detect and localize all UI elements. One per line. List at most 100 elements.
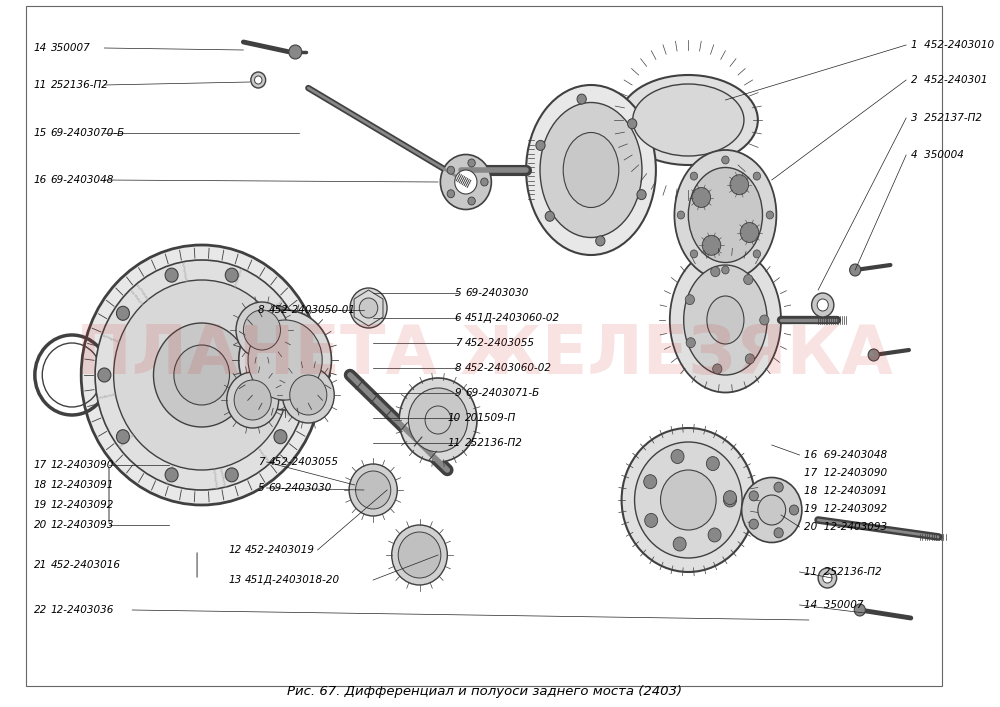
Text: 7: 7 (455, 338, 461, 348)
Circle shape (165, 468, 178, 482)
Circle shape (677, 211, 685, 219)
Circle shape (468, 159, 475, 167)
Circle shape (817, 299, 828, 311)
Circle shape (255, 76, 262, 84)
Circle shape (745, 354, 755, 364)
Circle shape (282, 367, 334, 423)
Circle shape (293, 368, 306, 382)
Ellipse shape (563, 132, 619, 207)
Circle shape (116, 430, 129, 444)
Circle shape (850, 264, 861, 276)
Text: 15: 15 (34, 128, 47, 138)
Circle shape (690, 250, 698, 258)
Ellipse shape (742, 477, 802, 542)
Circle shape (724, 493, 737, 507)
Circle shape (868, 349, 879, 361)
Text: 13: 13 (228, 575, 242, 585)
Circle shape (766, 211, 774, 219)
Circle shape (468, 197, 475, 205)
Circle shape (774, 528, 783, 538)
Circle shape (399, 378, 477, 462)
Circle shape (711, 267, 720, 276)
Text: 6: 6 (455, 313, 461, 323)
Circle shape (577, 94, 586, 104)
Circle shape (248, 320, 322, 400)
Text: 201509-П: 201509-П (465, 413, 516, 423)
Circle shape (356, 471, 391, 509)
Circle shape (98, 368, 111, 382)
Text: 11: 11 (448, 438, 461, 448)
Text: 5: 5 (455, 288, 461, 298)
Text: 14  350007: 14 350007 (804, 600, 864, 610)
Circle shape (706, 457, 719, 471)
Circle shape (349, 464, 397, 516)
Circle shape (722, 266, 729, 274)
Text: 69-2403071-Б: 69-2403071-Б (465, 388, 539, 398)
Circle shape (744, 274, 753, 284)
Circle shape (239, 310, 331, 410)
Text: 252136-П2: 252136-П2 (51, 80, 108, 90)
Text: 18: 18 (34, 480, 47, 490)
Circle shape (753, 172, 761, 180)
Text: 451Д-2403060-02: 451Д-2403060-02 (465, 313, 560, 323)
Text: 17  12-2403090: 17 12-2403090 (804, 468, 887, 478)
Circle shape (481, 178, 488, 186)
Circle shape (95, 260, 308, 490)
Ellipse shape (540, 103, 642, 238)
Circle shape (774, 482, 783, 492)
Circle shape (596, 236, 605, 246)
Circle shape (713, 364, 722, 374)
Circle shape (673, 537, 686, 551)
Ellipse shape (674, 150, 776, 280)
Text: 3  252137-П2: 3 252137-П2 (911, 113, 982, 123)
Circle shape (236, 302, 288, 358)
Text: 20: 20 (34, 520, 47, 530)
Circle shape (251, 72, 266, 88)
Text: 21: 21 (34, 560, 47, 570)
Circle shape (116, 306, 129, 320)
Text: 69-2403048: 69-2403048 (51, 175, 114, 185)
Circle shape (350, 288, 387, 328)
Circle shape (536, 141, 545, 151)
Circle shape (686, 338, 695, 348)
Circle shape (645, 513, 658, 527)
Ellipse shape (670, 247, 781, 392)
Text: 9: 9 (455, 388, 461, 398)
Circle shape (789, 505, 799, 515)
Circle shape (234, 380, 271, 420)
Circle shape (685, 295, 694, 305)
Ellipse shape (619, 75, 758, 165)
Circle shape (671, 450, 684, 464)
Circle shape (702, 235, 721, 255)
Circle shape (854, 604, 865, 616)
Circle shape (740, 223, 759, 243)
Text: 17: 17 (34, 460, 47, 470)
Circle shape (692, 187, 711, 207)
Text: 69-2403030: 69-2403030 (268, 483, 332, 493)
Circle shape (545, 211, 554, 221)
Circle shape (749, 519, 758, 529)
Text: 11  252136-П2: 11 252136-П2 (804, 567, 882, 577)
Circle shape (225, 268, 238, 282)
Text: 4  350004: 4 350004 (911, 150, 964, 160)
Text: 11: 11 (34, 80, 47, 90)
Circle shape (644, 474, 657, 489)
Text: 451Д-2403018-20: 451Д-2403018-20 (245, 575, 340, 585)
Text: 12-2403091: 12-2403091 (51, 480, 114, 490)
Circle shape (447, 189, 455, 198)
Circle shape (408, 388, 468, 452)
Circle shape (637, 189, 646, 199)
Text: 252136-П2: 252136-П2 (465, 438, 523, 448)
Text: 12-2403092: 12-2403092 (51, 500, 114, 510)
Ellipse shape (440, 155, 491, 209)
Circle shape (114, 280, 290, 470)
Text: 22: 22 (34, 605, 47, 615)
Circle shape (227, 372, 279, 428)
Text: 14: 14 (34, 43, 47, 53)
Text: Рис. 67. Дифференциал и полуоси заднего моста (2403): Рис. 67. Дифференциал и полуоси заднего … (287, 686, 682, 699)
Text: 16  69-2403048: 16 69-2403048 (804, 450, 887, 460)
Circle shape (818, 568, 837, 588)
Text: 19: 19 (34, 500, 47, 510)
Circle shape (661, 470, 716, 530)
Ellipse shape (688, 168, 762, 262)
